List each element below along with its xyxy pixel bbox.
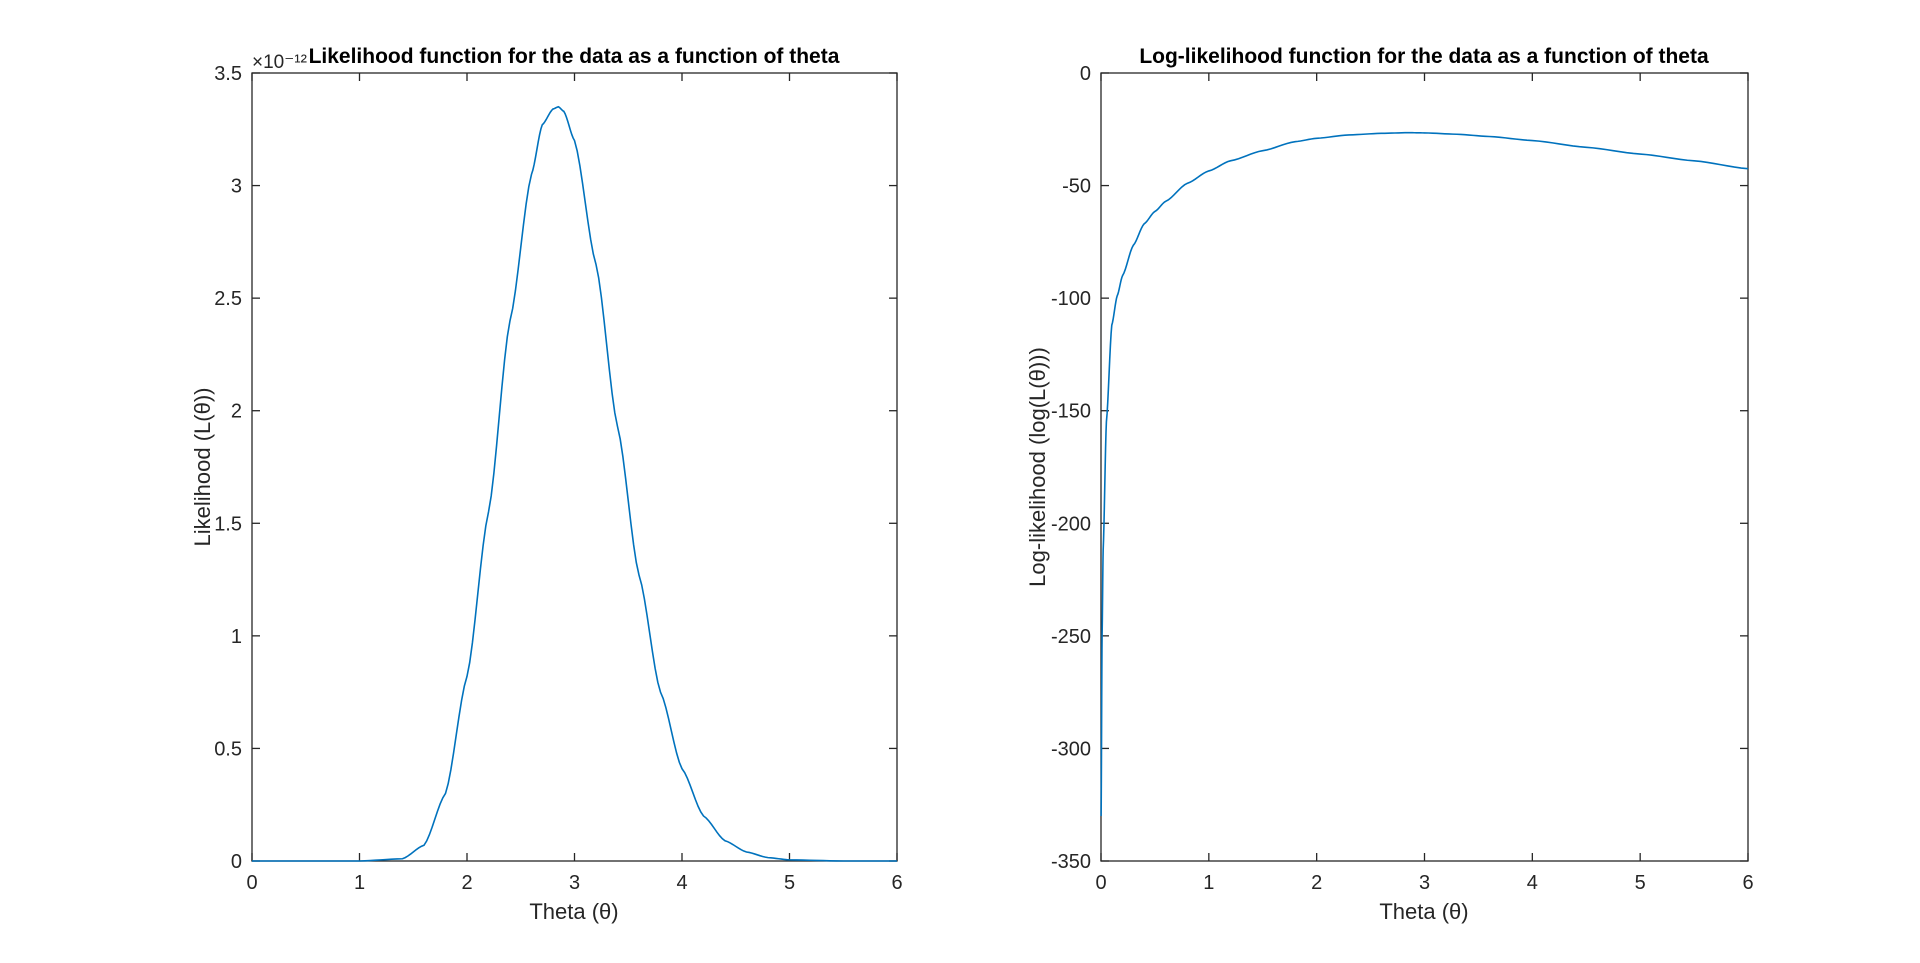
log-likelihood-y-tick-label: -100 xyxy=(1051,288,1091,310)
log-likelihood-x-axis-label: Theta (θ) xyxy=(1379,899,1468,924)
likelihood-y-tick-label: 3.5 xyxy=(214,63,242,85)
log-likelihood-x-tick-label: 5 xyxy=(1635,872,1646,894)
log-likelihood-x-tick-label: 2 xyxy=(1311,872,1322,894)
log-likelihood-series-line xyxy=(1100,131,1749,816)
likelihood-chart-title: Likelihood function for the data as a fu… xyxy=(309,45,840,68)
log-likelihood-y-tick-label: -250 xyxy=(1051,626,1091,648)
likelihood-y-tick-label: 3 xyxy=(231,176,242,198)
log-likelihood-chart: 0 1 2 3 4 5 6 -350 -300 -250 -200 -150 -100 -50 0 Log… xyxy=(1025,45,1754,924)
likelihood-y-axis-label: Likelihood (L(θ)) xyxy=(190,388,215,547)
likelihood-y-tick-label: 2 xyxy=(231,401,242,423)
log-likelihood-x-tick-label: 1 xyxy=(1203,872,1214,894)
likelihood-plot-area xyxy=(251,72,898,862)
log-likelihood-y-tick-label: -350 xyxy=(1051,851,1091,873)
likelihood-x-axis-label: Theta (θ) xyxy=(529,899,618,924)
likelihood-y-tick-label: 1 xyxy=(231,626,242,648)
log-likelihood-chart-title: Log-likelihood function for the data as … xyxy=(1139,45,1709,68)
log-likelihood-y-tick-label: -300 xyxy=(1051,738,1091,760)
likelihood-series-line xyxy=(252,105,897,862)
log-likelihood-x-tick-label: 6 xyxy=(1742,872,1753,894)
likelihood-y-exponent-label: ×10⁻¹² xyxy=(252,52,307,73)
log-likelihood-y-tick-label: -200 xyxy=(1051,513,1091,535)
likelihood-x-tick-label: 6 xyxy=(891,872,902,894)
log-likelihood-y-tick-label: -50 xyxy=(1062,176,1091,198)
likelihood-chart: 0 1 2 3 4 5 6 0 0.5 1 1.5 2 2.5 3 3.5 Likelihood func… xyxy=(190,45,903,924)
likelihood-y-tick-label: 0.5 xyxy=(214,738,242,760)
likelihood-tick-marks xyxy=(251,72,898,862)
log-likelihood-y-tick-label: -150 xyxy=(1051,401,1091,423)
log-likelihood-y-axis-label: Log-likelihood (log(L(θ))) xyxy=(1025,347,1050,587)
likelihood-x-tick-label: 1 xyxy=(354,872,365,894)
likelihood-y-tick-labels: 0 0.5 1 1.5 2 2.5 3 3.5 xyxy=(214,63,242,873)
log-likelihood-y-tick-label: 0 xyxy=(1080,63,1091,85)
log-likelihood-plot-area xyxy=(1100,72,1749,862)
log-likelihood-x-tick-label: 4 xyxy=(1527,872,1538,894)
log-likelihood-x-tick-labels: 0 1 2 3 4 5 6 xyxy=(1095,872,1753,894)
likelihood-x-tick-label: 0 xyxy=(246,872,257,894)
likelihood-x-tick-label: 3 xyxy=(569,872,580,894)
likelihood-x-tick-label: 5 xyxy=(784,872,795,894)
log-likelihood-x-tick-label: 0 xyxy=(1095,872,1106,894)
likelihood-x-tick-labels: 0 1 2 3 4 5 6 xyxy=(246,872,902,894)
likelihood-x-tick-label: 2 xyxy=(461,872,472,894)
likelihood-y-tick-label: 2.5 xyxy=(214,288,242,310)
likelihood-y-tick-label: 1.5 xyxy=(214,513,242,535)
log-likelihood-x-tick-label: 3 xyxy=(1419,872,1430,894)
likelihood-y-tick-label: 0 xyxy=(231,851,242,873)
log-likelihood-y-tick-labels: -350 -300 -250 -200 -150 -100 -50 0 xyxy=(1051,63,1091,873)
likelihood-x-tick-label: 4 xyxy=(676,872,687,894)
log-likelihood-tick-marks xyxy=(1100,72,1749,862)
